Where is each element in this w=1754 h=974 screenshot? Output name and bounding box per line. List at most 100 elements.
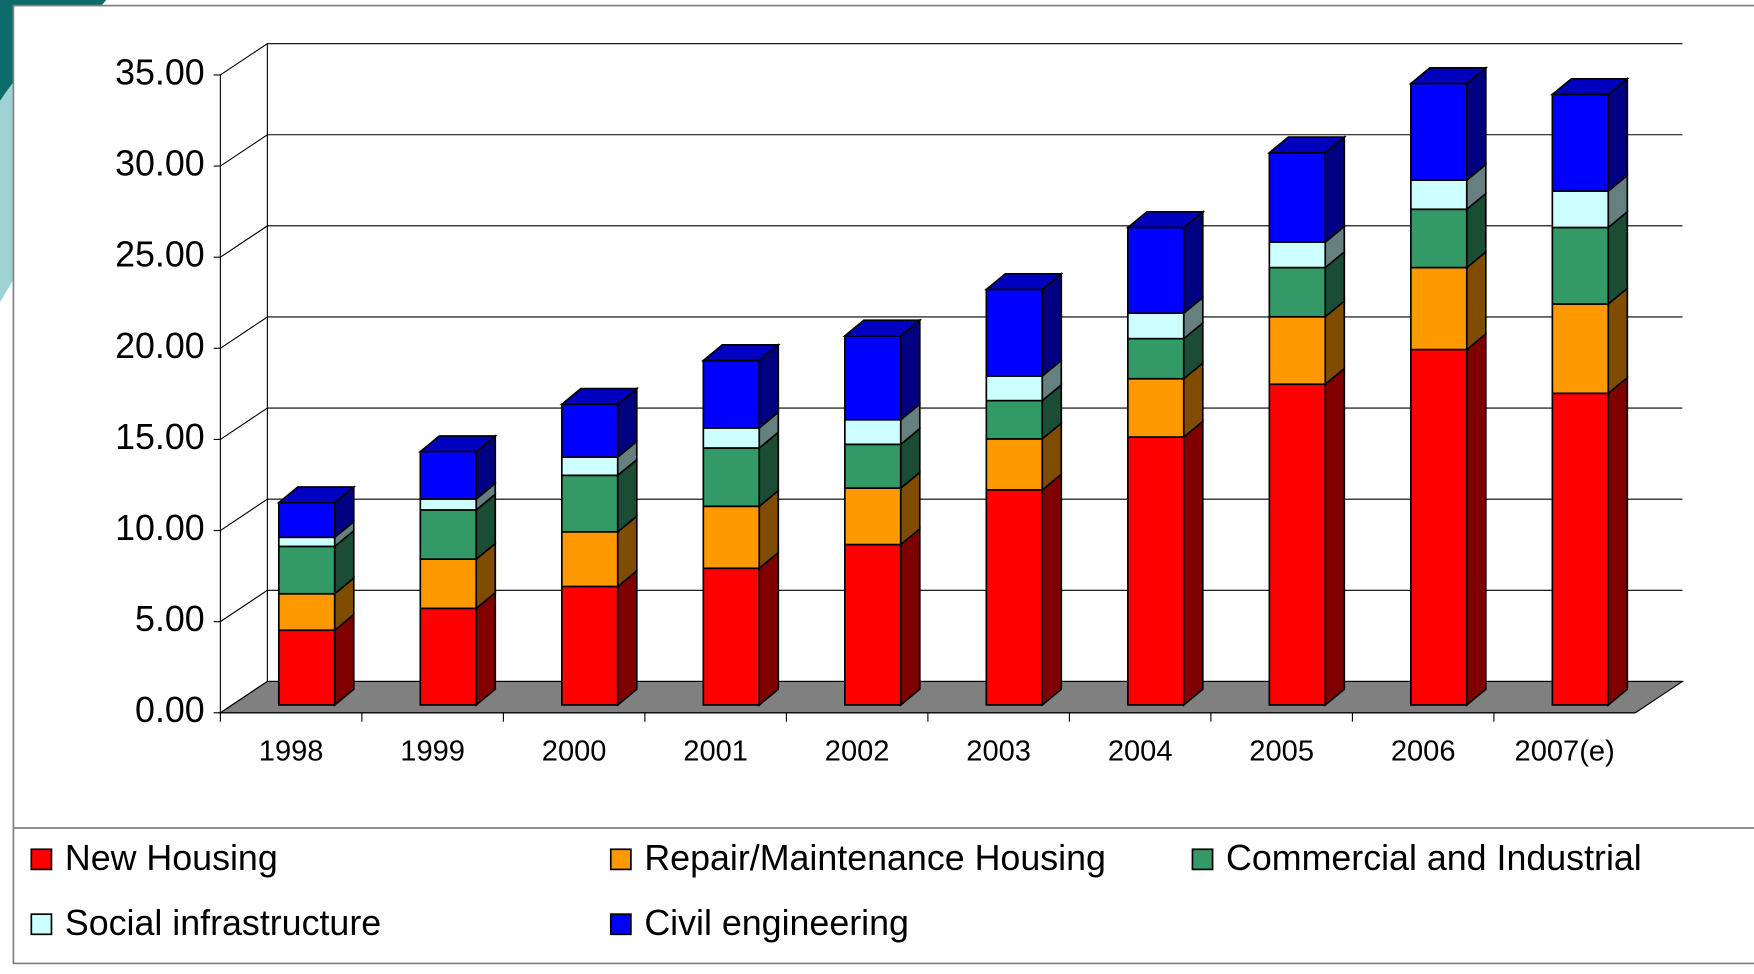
bar-segment <box>702 427 761 449</box>
bar-segment <box>844 443 902 489</box>
bar-segment <box>1127 312 1185 340</box>
bar-side <box>899 527 921 707</box>
bar-side <box>1607 375 1629 707</box>
bar-segment <box>1410 82 1468 181</box>
y-tick-label: 15.00 <box>115 417 205 457</box>
bar-segment <box>560 403 619 458</box>
legend-swatch <box>609 913 632 936</box>
bar-segment <box>1268 151 1327 243</box>
bar-segment <box>1268 315 1327 386</box>
bar-top <box>700 344 781 362</box>
bar-segment <box>702 567 761 706</box>
bar-segment <box>1410 348 1468 706</box>
bar-segment <box>1551 303 1610 395</box>
bar-side <box>1607 77 1629 193</box>
legend-label: Social infrastructure <box>65 903 381 943</box>
grid-line <box>220 589 1683 623</box>
bar-segment <box>560 474 619 533</box>
bar-side <box>1324 366 1346 707</box>
bar-segment <box>419 450 478 500</box>
y-tick-label: 0.00 <box>135 690 205 730</box>
legend-label: New Housing <box>65 838 278 878</box>
bar-segment <box>985 489 1044 706</box>
bar-segment <box>985 288 1044 377</box>
bar-side <box>1182 210 1204 315</box>
bar-top <box>1550 77 1630 96</box>
bar-segment <box>985 438 1044 491</box>
x-tick-label: 2001 <box>683 736 748 768</box>
bar-side <box>1465 250 1487 352</box>
bar-segment <box>560 530 619 588</box>
bar-segment <box>1551 190 1610 229</box>
y-tick-label: 10.00 <box>115 508 205 548</box>
bar-segment <box>1127 436 1185 706</box>
x-tick-label: 2002 <box>825 736 890 768</box>
bar-segment <box>1127 337 1185 380</box>
bar-segment <box>277 592 336 632</box>
y-tick-label: 20.00 <box>115 326 205 366</box>
bar-segment <box>419 558 478 610</box>
grid-line <box>220 316 1683 349</box>
x-tick-label: 1998 <box>259 736 324 768</box>
x-tick-label: 2007(e) <box>1515 736 1615 768</box>
bar-side <box>475 590 497 707</box>
bar-segment <box>1551 226 1610 305</box>
y-tick-label: 25.00 <box>115 235 205 275</box>
bar-segment <box>702 447 761 508</box>
bar-side <box>616 569 638 707</box>
grid-line <box>220 43 1683 76</box>
bar-segment <box>1551 392 1610 706</box>
bar-side <box>899 318 921 422</box>
x-tick-label: 2006 <box>1391 736 1456 768</box>
bar-top <box>559 387 640 406</box>
y-tick-label: 35.00 <box>115 52 205 92</box>
bar-side <box>1465 332 1487 707</box>
legend-swatch <box>1191 848 1214 871</box>
bar-side <box>1041 272 1063 378</box>
bar-segment <box>985 399 1044 440</box>
x-tick-label: 2000 <box>542 736 607 768</box>
legend-swatch <box>30 913 53 936</box>
bar-segment <box>419 607 478 706</box>
bar-top <box>417 435 498 453</box>
bar-side <box>1465 66 1487 182</box>
grid-line <box>220 225 1683 258</box>
bar-segment <box>1551 93 1610 192</box>
x-tick-label: 2004 <box>1108 736 1173 768</box>
bar-segment <box>1410 179 1468 211</box>
legend-swatch <box>609 848 632 871</box>
bar-top <box>1267 136 1347 154</box>
grid-line <box>220 680 1683 714</box>
bar-segment <box>1268 241 1327 269</box>
bar-segment <box>1127 377 1185 438</box>
bar-side <box>1607 286 1629 396</box>
y-tick-label: 30.00 <box>115 144 205 184</box>
bar-segment <box>560 456 619 477</box>
bar-segment <box>277 629 336 706</box>
x-tick-label: 2005 <box>1249 736 1314 768</box>
bar-segment <box>277 545 336 595</box>
x-tick-label: 2003 <box>966 736 1031 768</box>
bar-segment <box>702 359 761 429</box>
grid-line <box>220 498 1683 532</box>
bar-segment <box>702 505 761 570</box>
bar-segment <box>844 335 902 421</box>
bar-top <box>276 486 357 504</box>
y-tick-label: 5.00 <box>135 599 205 639</box>
bar-segment <box>1268 266 1327 318</box>
bar-segment <box>844 418 902 446</box>
bar-top <box>842 319 923 337</box>
grid-line <box>220 407 1683 440</box>
bar-top <box>1125 210 1206 229</box>
grid-line <box>220 134 1683 167</box>
bar-segment <box>1268 383 1327 706</box>
legend-label: Commercial and Industrial <box>1226 838 1642 878</box>
bar-segment <box>1410 208 1468 269</box>
bar-side <box>758 550 780 707</box>
legend-label: Repair/Maintenance Housing <box>644 838 1106 878</box>
bar-segment <box>560 585 619 706</box>
bar-top <box>1408 67 1489 85</box>
bar-segment <box>844 487 902 546</box>
bar-segment <box>277 501 336 539</box>
